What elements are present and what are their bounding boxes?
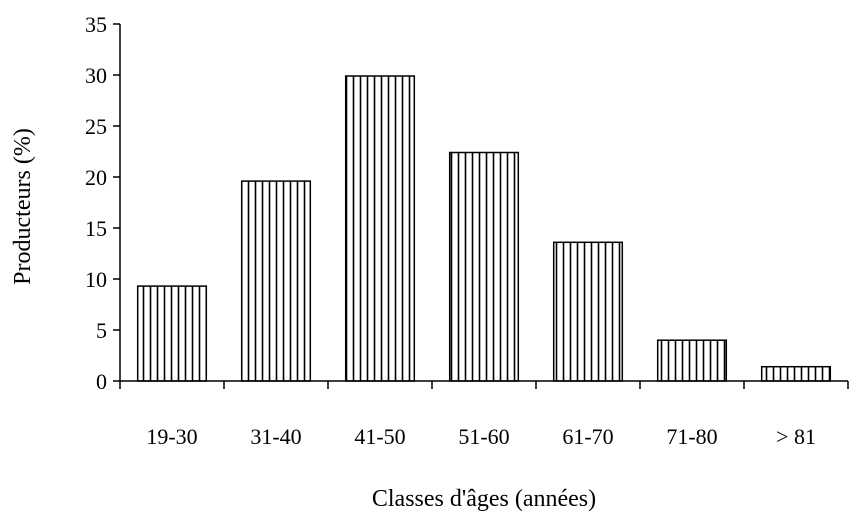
x-tick-label: 41-50: [354, 424, 405, 449]
y-tick-label: 5: [96, 318, 107, 343]
y-tick-label: 35: [85, 12, 107, 37]
x-axis-title: Classes d'âges (années): [372, 486, 596, 512]
x-tick-label: 61-70: [562, 424, 613, 449]
x-tick-label: 71-80: [666, 424, 717, 449]
y-tick-label: 15: [85, 216, 107, 241]
y-tick-label: 0: [96, 369, 107, 394]
bar-19-30: [136, 285, 208, 382]
bar-71-80: [656, 339, 728, 382]
y-tick-label: 30: [85, 63, 107, 88]
x-tick-label: > 81: [776, 424, 816, 449]
labels-group: 0 5 10 15 20 25 30 35 19-30 31-40 41-50 51-60 61-70 7…: [85, 12, 816, 449]
y-tick-label: 20: [85, 165, 107, 190]
x-tick-label: 31-40: [250, 424, 301, 449]
y-tick-label: 25: [85, 114, 107, 139]
bar-81: [760, 365, 832, 382]
bar-51-60: [448, 151, 520, 382]
y-tick-label: 10: [85, 267, 107, 292]
x-tick-label: 51-60: [458, 424, 509, 449]
y-axis-title: Producteurs (%): [10, 128, 36, 285]
bar-41-50: [344, 75, 416, 382]
bar-61-70: [552, 241, 624, 382]
bars-group: [136, 75, 832, 382]
bar-31-40: [240, 180, 312, 382]
x-tick-label: 19-30: [146, 424, 197, 449]
axes-group: [113, 23, 849, 389]
